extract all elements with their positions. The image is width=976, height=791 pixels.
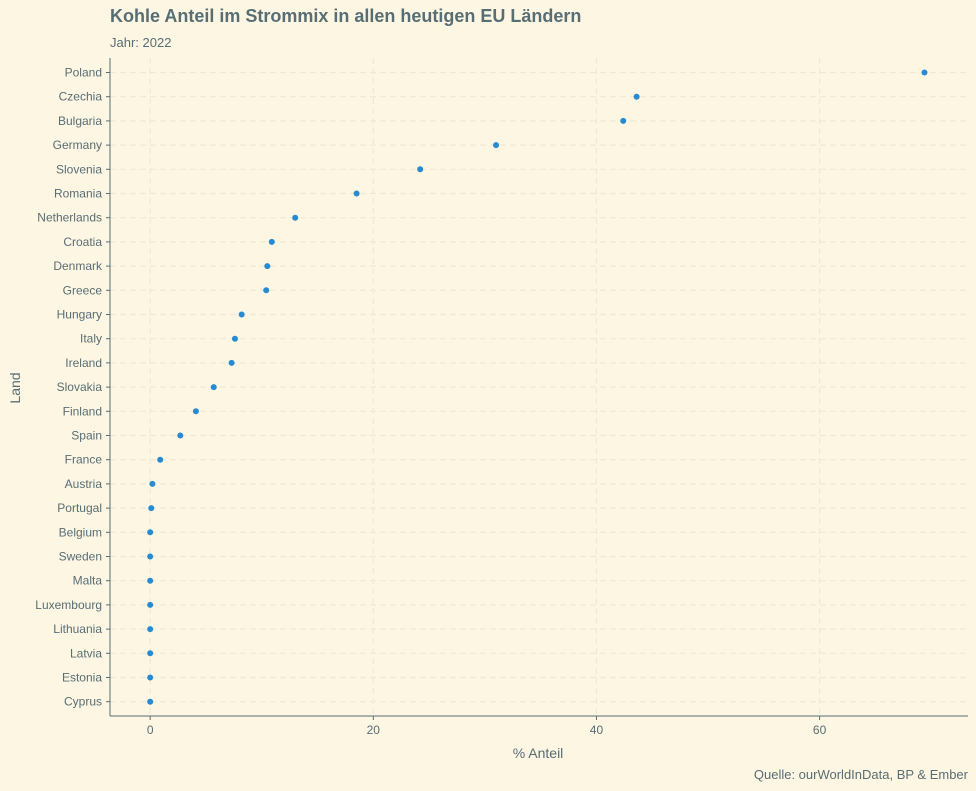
y-tick-label: France — [65, 453, 103, 467]
y-tick-label: Bulgaria — [58, 114, 102, 128]
y-tick-labels: Poland Czechia Bulgaria Germany Slovenia Roma… — [35, 66, 103, 709]
data-point — [147, 650, 154, 657]
data-point — [353, 190, 360, 197]
y-tick-label: Romania — [54, 187, 102, 201]
data-point — [147, 529, 154, 536]
data-point — [147, 698, 154, 705]
x-axis-title: % Anteil — [513, 745, 564, 761]
y-tick-label: Italy — [80, 332, 102, 346]
y-tick-label: Poland — [65, 66, 102, 80]
y-tick-label: Austria — [65, 477, 103, 491]
data-point — [147, 626, 154, 633]
data-point — [157, 456, 164, 463]
data-point — [268, 238, 275, 245]
y-tick-label: Portugal — [57, 501, 102, 515]
data-point — [147, 553, 154, 560]
data-point — [292, 214, 299, 221]
chart-caption: Quelle: ourWorldInData, BP & Ember — [753, 767, 968, 782]
x-tick-label: 60 — [813, 723, 827, 737]
data-point — [177, 432, 184, 439]
y-tick-label: Greece — [63, 283, 103, 297]
data-point — [263, 287, 270, 294]
axes — [106, 58, 968, 720]
data-point — [228, 359, 235, 366]
data-point — [149, 480, 156, 487]
y-tick-label: Cyprus — [64, 695, 102, 709]
data-point — [238, 311, 245, 318]
y-tick-label: Denmark — [53, 259, 103, 273]
y-tick-label: Malta — [73, 574, 103, 588]
data-point — [264, 263, 271, 270]
x-tick-label: 40 — [590, 723, 604, 737]
data-point — [493, 142, 500, 149]
data-point — [921, 69, 928, 76]
y-tick-label: Luxembourg — [35, 598, 102, 612]
data-point — [148, 505, 155, 512]
y-tick-label: Hungary — [57, 308, 102, 322]
y-tick-label: Belgium — [59, 525, 102, 539]
data-point — [417, 166, 424, 173]
y-tick-label: Slovakia — [57, 380, 103, 394]
chart-title: Kohle Anteil im Strommix in allen heutig… — [110, 6, 582, 26]
y-tick-label: Slovenia — [56, 162, 102, 176]
y-tick-label: Sweden — [59, 550, 102, 564]
data-points — [147, 69, 928, 705]
y-tick-label: Spain — [71, 429, 102, 443]
y-tick-label: Estonia — [62, 671, 102, 685]
data-point — [231, 335, 238, 342]
data-point — [147, 577, 154, 584]
y-tick-label: Croatia — [63, 235, 102, 249]
data-point — [147, 601, 154, 608]
data-point — [633, 93, 640, 100]
gridlines — [110, 58, 968, 716]
y-tick-label: Germany — [53, 138, 102, 152]
chart-subtitle: Jahr: 2022 — [110, 35, 172, 50]
y-tick-label: Czechia — [59, 90, 103, 104]
data-point — [192, 408, 199, 415]
y-tick-label: Lithuania — [53, 622, 102, 636]
y-axis-title: Land — [7, 372, 23, 403]
data-point — [147, 674, 154, 681]
data-point — [620, 117, 627, 124]
y-tick-label: Finland — [63, 404, 102, 418]
y-tick-label: Netherlands — [37, 211, 102, 225]
y-tick-label: Latvia — [70, 646, 102, 660]
data-point — [210, 384, 217, 391]
x-tick-label: 0 — [147, 723, 154, 737]
y-tick-label: Ireland — [65, 356, 102, 370]
x-tick-label: 20 — [367, 723, 381, 737]
x-tick-labels: 0 20 40 60 — [147, 723, 827, 737]
